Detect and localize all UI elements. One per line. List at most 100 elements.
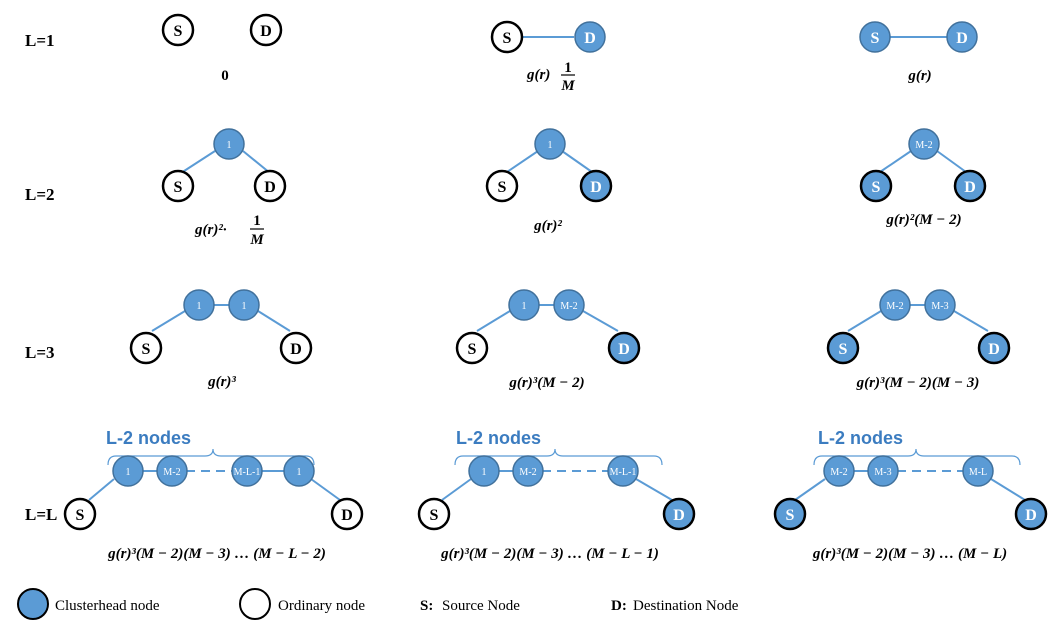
node-number: M-2 [163,467,180,478]
expression-l2-a-frac-num: 1 [253,213,261,229]
clusterhead-node-destination [946,21,978,53]
ll-case-b: L-2 nodes 1 M-2 M-L-1 S D g(r)³(M − 2)(M… [417,428,696,562]
clusterhead-node [508,289,540,321]
clusterhead-legend-icon [17,588,49,620]
link [879,150,912,173]
node-number: M-2 [915,140,932,151]
expression-l1-c: g(r) [907,68,931,84]
destination-label: D [956,30,968,47]
clusterhead-node [908,128,940,160]
source-label: S [174,23,183,40]
link [257,310,291,332]
link [794,478,826,501]
legend-dest-key: D: [611,598,627,614]
l3-case-a: 1 1 S D g(r)³ [129,289,313,390]
link [953,310,989,332]
expression-l1-b-frac-num: 1 [564,60,572,76]
brace [107,448,315,466]
brace-label: L-2 nodes [106,428,191,448]
clusterhead-node [962,455,994,487]
link [936,150,967,173]
expression-l1-b: g(r) [526,67,550,83]
l1-case-a: S D 0 [161,13,283,84]
clusterhead-node-destination [953,169,987,203]
node-number: M-L-1 [610,467,637,478]
expression-ll-c: g(r)³(M − 2)(M − 3) … (M − L) [812,546,1007,562]
destination-label: D [584,30,596,47]
node-number: 1 [227,140,232,151]
node-number: M-2 [560,301,577,312]
clusterhead-node [534,128,566,160]
ordinary-node-source [63,497,97,531]
destination-label: D [264,179,276,196]
clusterhead-node [553,289,585,321]
expression-l2-c: g(r)²(M − 2) [885,212,961,228]
source-label: S [786,507,795,524]
clusterhead-node [867,455,899,487]
clusterhead-node-destination [574,21,606,53]
ordinary-legend-icon [239,588,271,620]
destination-label: D [260,23,272,40]
clusterhead-node [283,455,315,487]
ordinary-node-destination [249,13,283,47]
destination-label: D [964,179,976,196]
l1-case-b: S D g(r) 1 M [490,20,606,94]
node-number: M-L-1 [234,467,261,478]
ordinary-node-source [417,497,451,531]
brace [454,448,663,466]
clusterhead-node-source [859,21,891,53]
node-number: M-2 [886,301,903,312]
ordinary-node-source [161,169,195,203]
expression-l1-a: 0 [221,68,229,84]
clusterhead-node [112,455,144,487]
source-label: S [142,341,151,358]
link [506,150,539,173]
destination-label: D [290,341,302,358]
clusterhead-node [823,455,855,487]
link [151,310,186,332]
legend-source-text: Source Node [442,598,520,614]
source-label: S [872,179,881,196]
ordinary-node-source [129,331,163,365]
clusterhead-node [156,455,188,487]
node-number: 1 [482,467,487,478]
expression-l1-b-frac-den: M [560,78,575,94]
link [847,310,882,332]
destination-label: D [673,507,685,524]
link [635,478,673,501]
clusterhead-node [924,289,956,321]
ordinary-node-source [485,169,519,203]
ll-case-c: L-2 nodes M-2 M-3 M-L S D g(r)³(M − 2)(M… [773,428,1048,562]
link [441,478,472,501]
clusterhead-node-destination [977,331,1011,365]
link [582,310,619,332]
destination-label: D [618,341,630,358]
node-number: M-2 [519,467,536,478]
clusterhead-node [879,289,911,321]
destination-label: D [988,341,1000,358]
node-number: 1 [548,140,553,151]
ordinary-node-destination [279,331,313,365]
l2-case-a: 1 S D g(r)²· 1 M [161,128,287,248]
clusterhead-node-source [773,497,807,531]
node-number: 1 [297,467,302,478]
clusterhead-node [468,455,500,487]
row-label-l2: L=2 [25,185,55,204]
link [561,150,593,173]
clusterhead-node [607,455,639,487]
clusterhead-node-source [826,331,860,365]
brace-label: L-2 nodes [456,428,541,448]
row-label-ll: L=L [25,505,57,524]
link [180,150,216,174]
clusterhead-node [231,455,263,487]
brace-label: L-2 nodes [818,428,903,448]
legend-dest-text: Destination Node [633,598,739,614]
link [990,478,1026,501]
source-label: S [498,179,507,196]
expression-l2-a: g(r)²· [194,222,227,238]
legend-source-key: S: [420,598,433,614]
link [310,478,341,501]
expression-ll-a: g(r)³(M − 2)(M − 3) … (M − L − 2) [107,546,326,562]
node-number: 1 [197,301,202,312]
